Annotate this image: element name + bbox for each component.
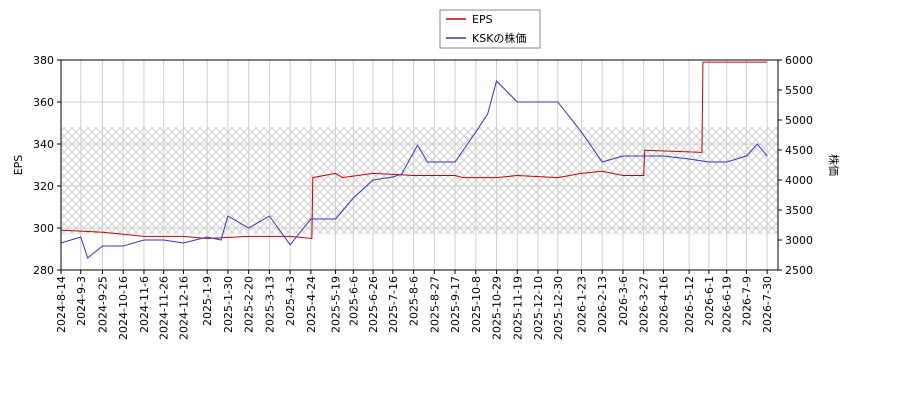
legend <box>439 9 541 49</box>
x-tick-label: 2025-4-24 <box>305 276 318 333</box>
y-tick-label: 380 <box>33 54 54 67</box>
shaded-range <box>61 127 778 235</box>
x-tick-label: 2025-5-19 <box>330 276 343 333</box>
x-tick-label: 2026-3-27 <box>638 276 651 333</box>
y2-tick-label: 3500 <box>785 204 813 217</box>
x-tick-label: 2025-1-9 <box>201 276 214 326</box>
x-tick-label: 2026-7-30 <box>761 276 774 333</box>
y2-tick-label: 4500 <box>785 144 813 157</box>
series-line <box>60 80 768 259</box>
x-tick-label: 2026-4-16 <box>657 276 670 333</box>
x-tick-label: 2025-7-16 <box>387 276 400 333</box>
y-axis-label: EPS <box>12 155 25 176</box>
x-tick-label: 2024-10-16 <box>117 276 130 340</box>
y-tick-label: 340 <box>33 138 54 151</box>
x-tick-label: 2026-1-23 <box>575 276 588 333</box>
y2-tick-label: 5500 <box>785 84 813 97</box>
y-tick-label: 280 <box>33 264 54 277</box>
x-tick-label: 2026-7-9 <box>740 276 753 326</box>
y-tick-label: 300 <box>33 222 54 235</box>
x-tick-label: 2025-4-3 <box>284 276 297 326</box>
x-tick-label: 2025-11-19 <box>511 276 524 340</box>
y-tick-label: 320 <box>33 180 54 193</box>
x-tick-label: 2025-3-13 <box>263 276 276 333</box>
x-tick-label: 2025-9-17 <box>449 276 462 333</box>
x-tick-label: 2024-11-6 <box>138 276 151 333</box>
x-tick-label: 2025-6-6 <box>347 276 360 326</box>
y2-tick-label: 4000 <box>785 174 813 187</box>
x-tick-label: 2024-12-16 <box>177 276 190 340</box>
x-tick-label: 2025-2-20 <box>243 276 256 333</box>
x-tick-label: 2025-8-6 <box>408 276 421 326</box>
y2-tick-label: 3000 <box>785 234 813 247</box>
y2-tick-label: 2500 <box>785 264 813 277</box>
plot-frame <box>60 59 779 271</box>
x-tick-label: 2024-9-25 <box>96 276 109 333</box>
x-tick-label: 2026-5-12 <box>683 276 696 333</box>
x-tick-label: 2026-2-13 <box>596 276 609 333</box>
x-tick-label: 2026-6-1 <box>703 276 716 326</box>
x-tick-label: 2025-6-26 <box>367 276 380 333</box>
x-tick-label: 2024-11-26 <box>158 276 171 340</box>
x-tick-label: 2026-6-19 <box>721 276 734 333</box>
x-tick-label: 2024-9-3 <box>75 276 88 326</box>
x-tick-label: 2025-12-10 <box>532 276 545 340</box>
x-tick-label: 2025-8-27 <box>428 276 441 333</box>
series-line <box>60 61 768 240</box>
legend-label: EPS <box>472 13 493 26</box>
legend-label: KSKの株価 <box>472 31 526 45</box>
x-tick-label: 2024-8-14 <box>55 276 68 333</box>
y2-axis-label: 株価 <box>827 154 841 176</box>
y2-tick-label: 5000 <box>785 114 813 127</box>
x-tick-label: 2025-1-30 <box>222 276 235 333</box>
x-tick-label: 2025-12-30 <box>552 276 565 340</box>
x-tick-label: 2026-3-6 <box>617 276 630 326</box>
y2-tick-label: 6000 <box>785 54 813 67</box>
x-tick-label: 2025-10-29 <box>491 276 504 340</box>
x-tick-label: 2025-10-8 <box>470 276 483 333</box>
y-tick-label: 360 <box>33 96 54 109</box>
